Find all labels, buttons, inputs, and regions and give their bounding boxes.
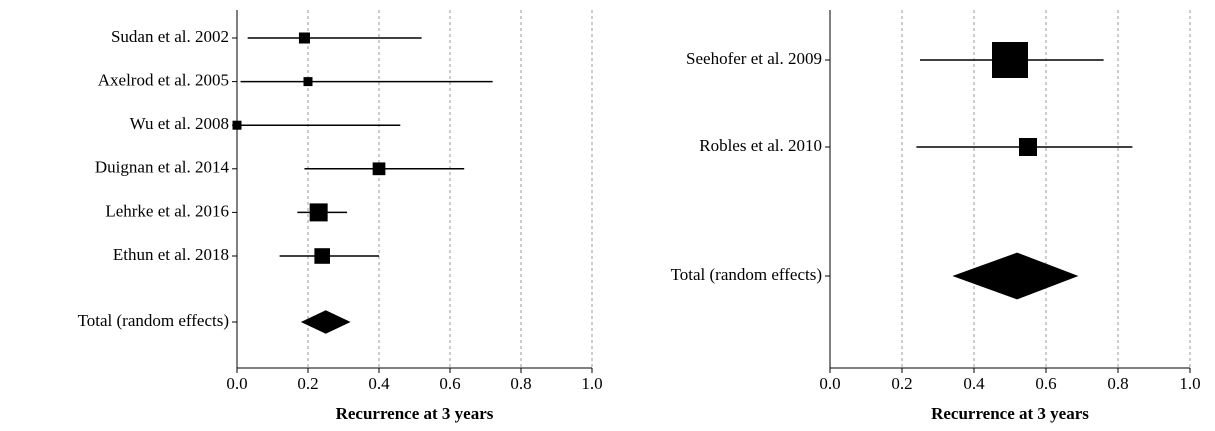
x-tick-label: 0.4	[963, 374, 985, 393]
x-axis-label: Recurrence at 3 years	[336, 404, 494, 423]
point-estimate	[298, 32, 310, 44]
summary-diamond	[300, 310, 351, 334]
study-label: Lehrke et al. 2016	[105, 201, 229, 220]
x-tick-label: 0.6	[1035, 374, 1056, 393]
x-tick-label: 1.0	[1179, 374, 1200, 393]
study-label: Seehofer et al. 2009	[686, 49, 822, 68]
study-label: Ethun et al. 2018	[113, 245, 229, 264]
point-estimate	[314, 248, 330, 264]
study-label: Duignan et al. 2014	[95, 158, 230, 177]
point-estimate	[303, 77, 313, 87]
x-tick-label: 0.6	[439, 374, 460, 393]
x-tick-label: 0.0	[819, 374, 840, 393]
summary-diamond	[952, 252, 1079, 300]
study-label: Robles et al. 2010	[699, 136, 822, 155]
x-tick-label: 0.8	[1107, 374, 1128, 393]
x-axis-label: Recurrence at 3 years	[931, 404, 1089, 423]
study-label: Axelrod et al. 2005	[98, 71, 229, 90]
total-label: Total (random effects)	[78, 311, 229, 330]
x-tick-label: 0.2	[297, 374, 318, 393]
study-label: Sudan et al. 2002	[111, 27, 229, 46]
study-label: Wu et al. 2008	[130, 114, 229, 133]
x-tick-label: 0.2	[891, 374, 912, 393]
point-estimate	[992, 42, 1028, 78]
point-estimate	[232, 120, 242, 130]
point-estimate	[372, 162, 386, 176]
x-tick-label: 0.0	[226, 374, 247, 393]
point-estimate	[309, 203, 328, 222]
total-label: Total (random effects)	[671, 265, 822, 284]
x-tick-label: 1.0	[581, 374, 602, 393]
x-tick-label: 0.8	[510, 374, 531, 393]
point-estimate	[1019, 138, 1037, 156]
x-tick-label: 0.4	[368, 374, 390, 393]
